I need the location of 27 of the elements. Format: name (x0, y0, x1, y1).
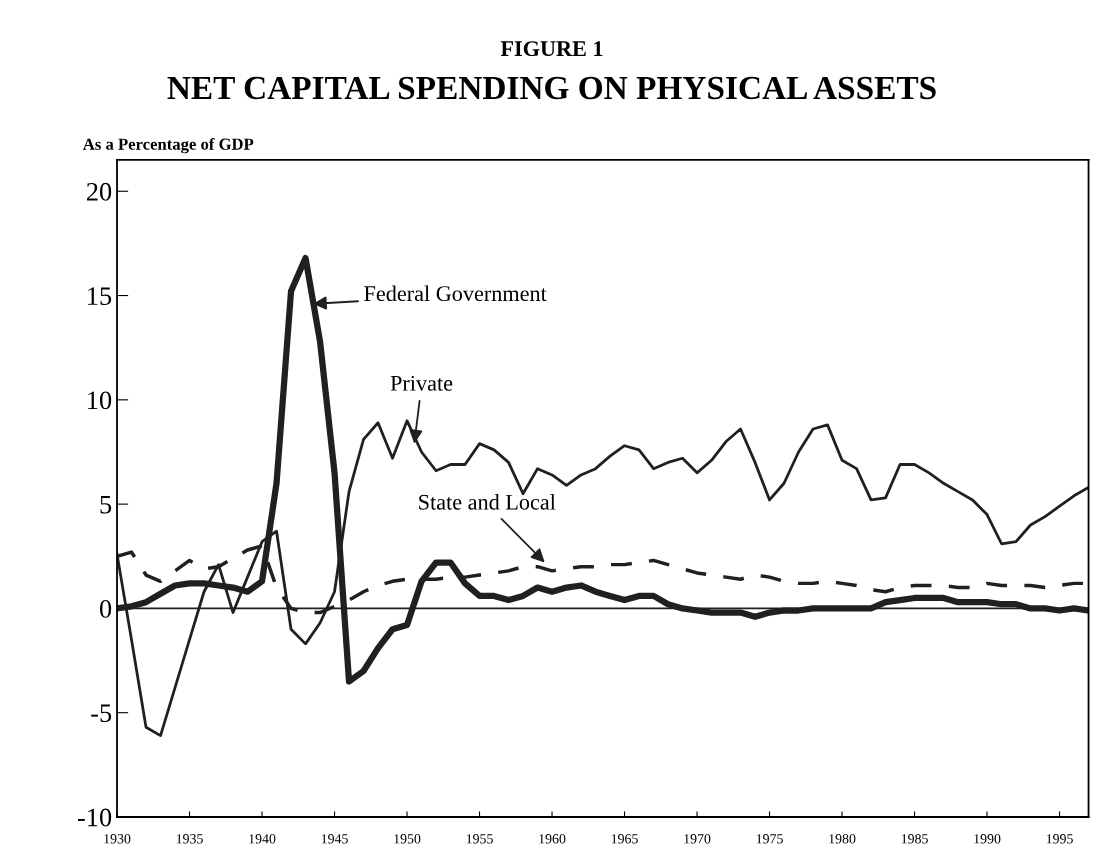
x-tick-label: 1995 (1046, 834, 1073, 844)
x-tick-label: 1940 (249, 834, 276, 844)
y-tick-label: -5 (91, 704, 112, 723)
y-tick-label: -10 (77, 808, 112, 827)
x-tick-label: 1945 (321, 834, 348, 844)
annotation: State and Local (419, 494, 556, 510)
x-tick-label: 1955 (466, 834, 493, 844)
y-tick-label: 5 (100, 496, 112, 514)
chart-subtitle: NET CAPITAL SPENDING ON PHYSICAL ASSETS (167, 76, 936, 100)
x-tick-label: 1970 (684, 834, 711, 844)
x-tick-label: 1950 (394, 834, 421, 844)
x-tick-label: 1985 (901, 834, 928, 844)
x-tick-label: 1935 (176, 834, 203, 844)
x-tick-label: 1930 (104, 834, 131, 844)
y-tick-label: 20 (86, 182, 112, 201)
annotation: Private (390, 375, 453, 391)
x-tick-label: 1975 (756, 834, 783, 844)
chart-title: FIGURE 1 (500, 41, 603, 57)
y-tick-label: 0 (99, 600, 112, 618)
annotation: Federal Government (364, 285, 547, 302)
y-tick-label: 15 (88, 287, 112, 305)
x-tick-label: 1960 (539, 834, 566, 844)
y-axis-title: As a Percentage of GDP (82, 137, 254, 154)
x-tick-label: 1990 (974, 834, 1001, 844)
y-tick-label: 10 (88, 391, 112, 410)
x-tick-label: 1980 (829, 834, 856, 844)
x-tick-label: 1965 (611, 834, 638, 844)
